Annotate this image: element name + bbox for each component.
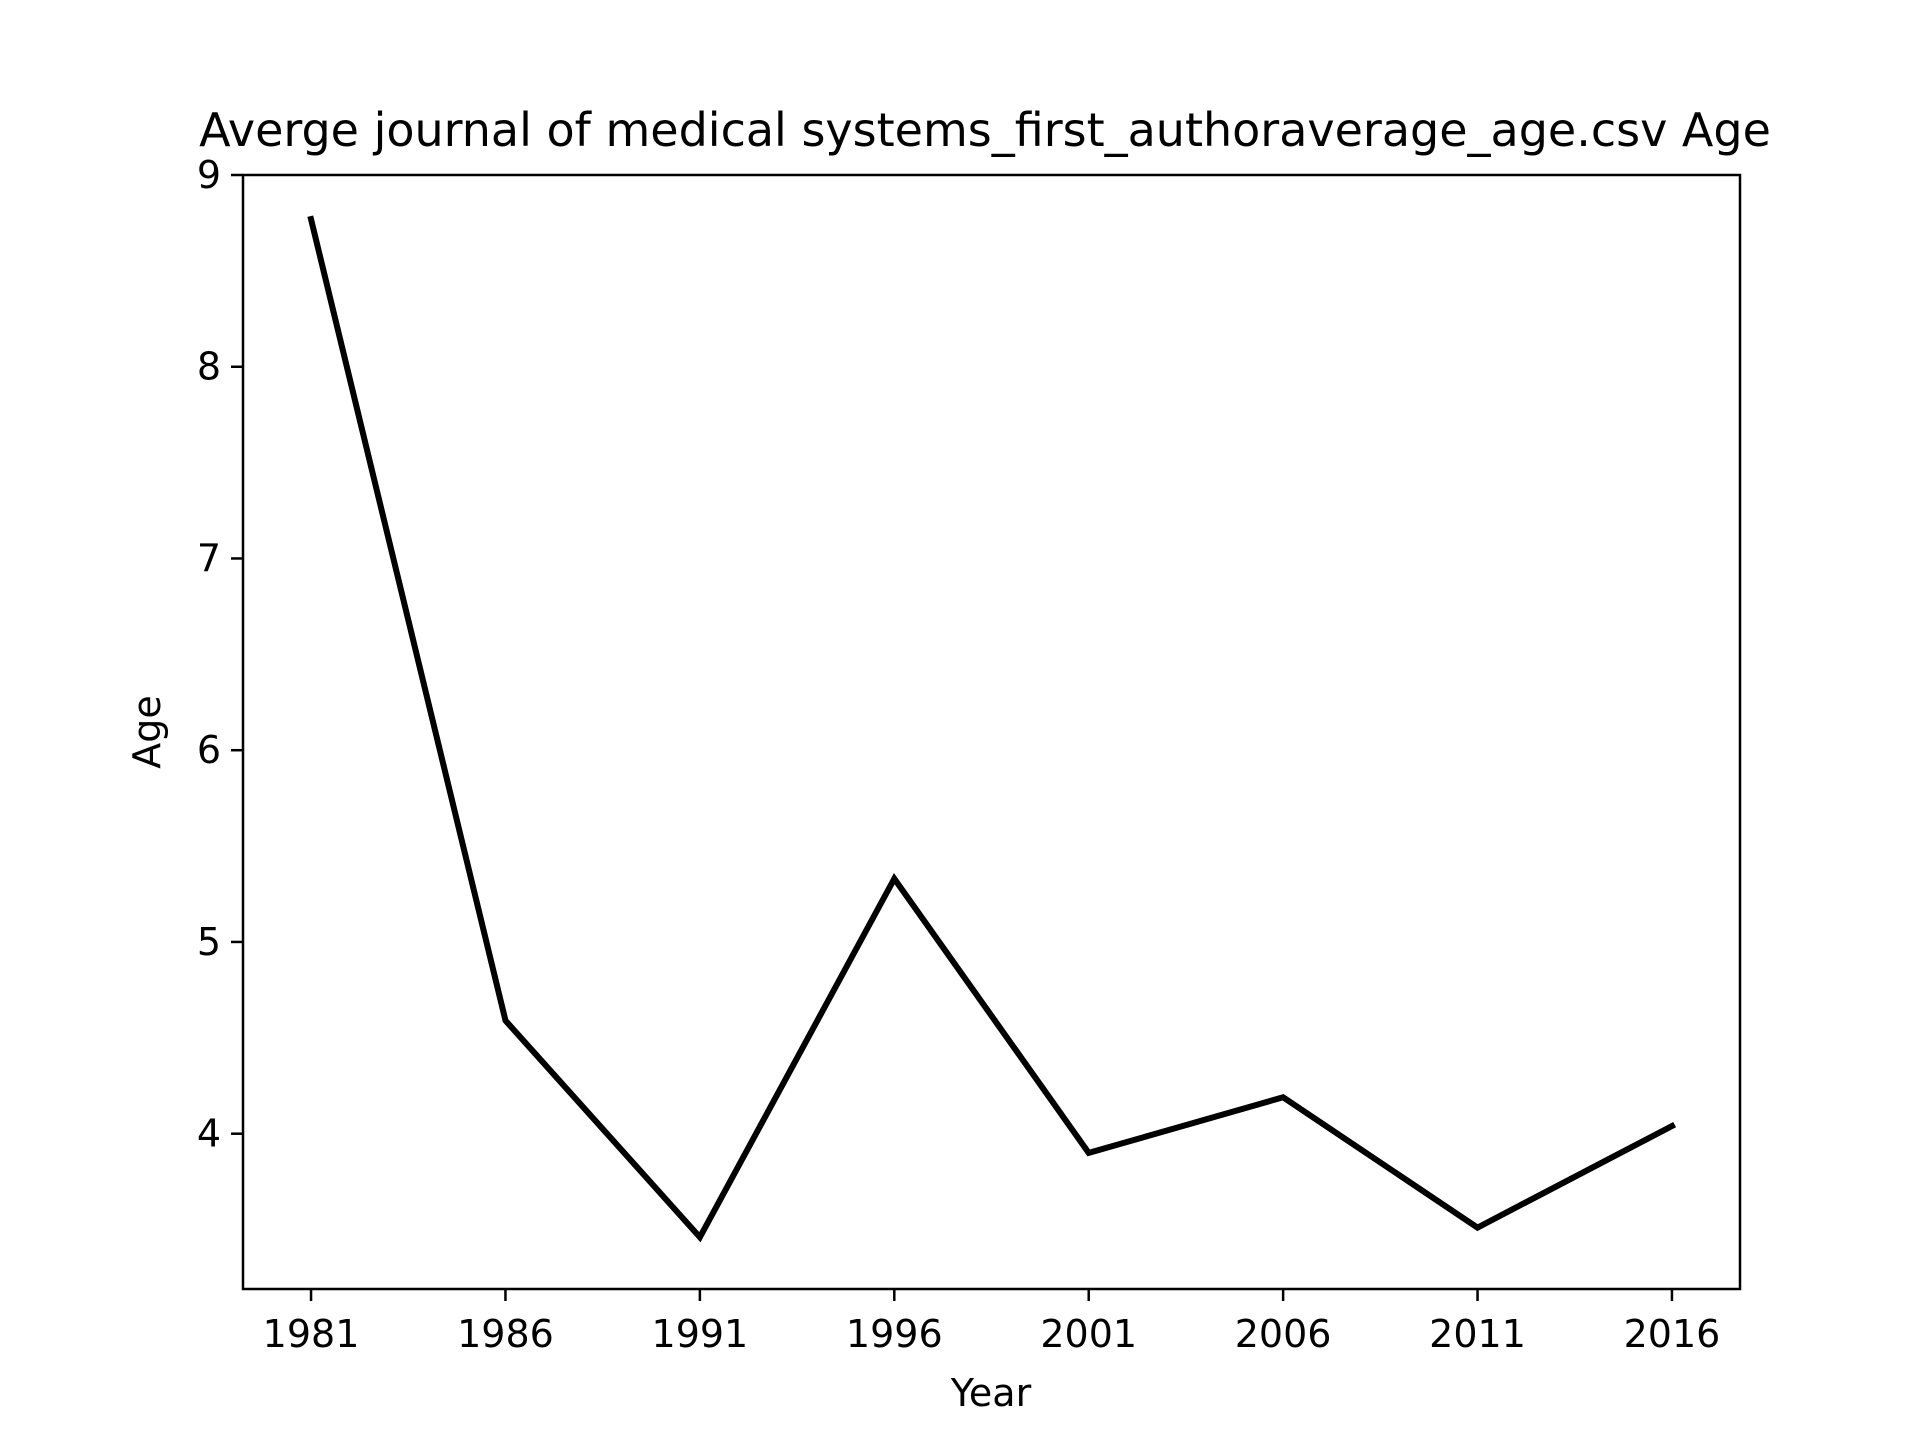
x-tick-label: 2001 (1040, 1312, 1137, 1356)
y-tick-label: 4 (197, 1112, 221, 1156)
x-tick-label: 2006 (1235, 1312, 1332, 1356)
series-line (307, 215, 1677, 1243)
x-tick-label: 1986 (457, 1312, 554, 1356)
x-tick-label: 1996 (846, 1312, 943, 1356)
x-axis-label: Year (950, 1371, 1032, 1415)
y-tick-label: 8 (197, 345, 221, 389)
y-axis-ticks: 4 5 6 7 8 9 (197, 153, 243, 1156)
y-axis-label: Age (125, 695, 169, 769)
y-tick-label: 6 (197, 728, 221, 772)
chart-title: Averge journal of medical systems_first_… (199, 103, 1771, 157)
plot-area-frame (241, 173, 1742, 1291)
y-tick-label: 7 (197, 536, 221, 580)
x-tick-label: 1991 (652, 1312, 749, 1356)
x-tick-label: 1981 (263, 1312, 360, 1356)
x-tick-label: 2016 (1624, 1312, 1721, 1356)
x-tick-label: 2011 (1429, 1312, 1526, 1356)
x-axis-ticks: 1981 1986 1991 1996 2001 2006 2011 2016 (263, 1289, 1721, 1356)
y-tick-label: 9 (197, 153, 221, 197)
y-tick-label: 5 (197, 920, 221, 964)
